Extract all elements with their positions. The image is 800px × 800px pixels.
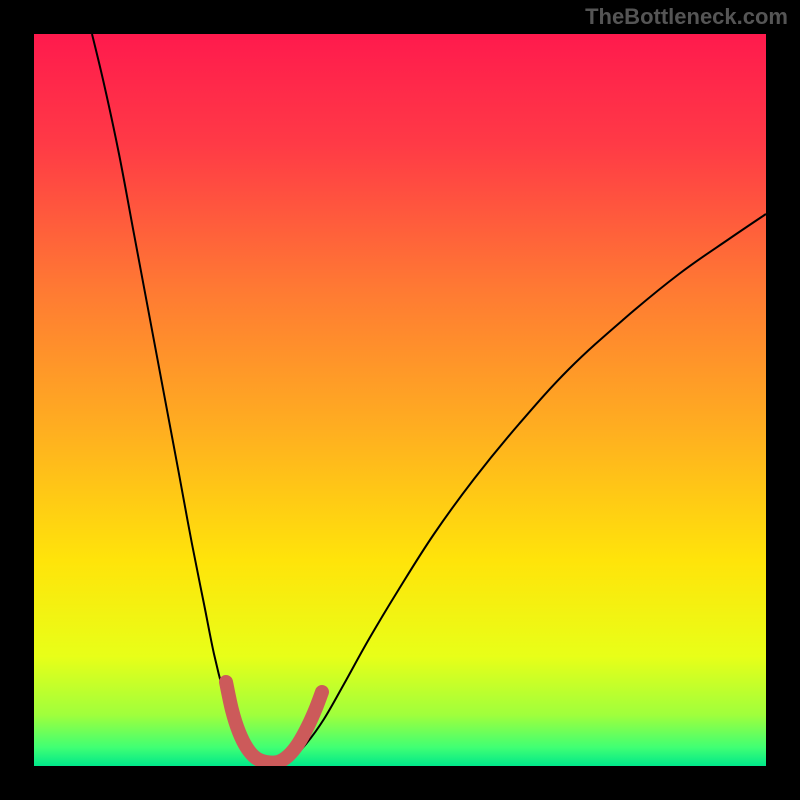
plot-area: [34, 34, 766, 766]
main-curve: [92, 34, 766, 765]
curve-layer: [34, 34, 766, 766]
chart-container: TheBottleneck.com: [0, 0, 800, 800]
watermark-text: TheBottleneck.com: [585, 4, 788, 30]
highlight-curve: [226, 682, 322, 763]
